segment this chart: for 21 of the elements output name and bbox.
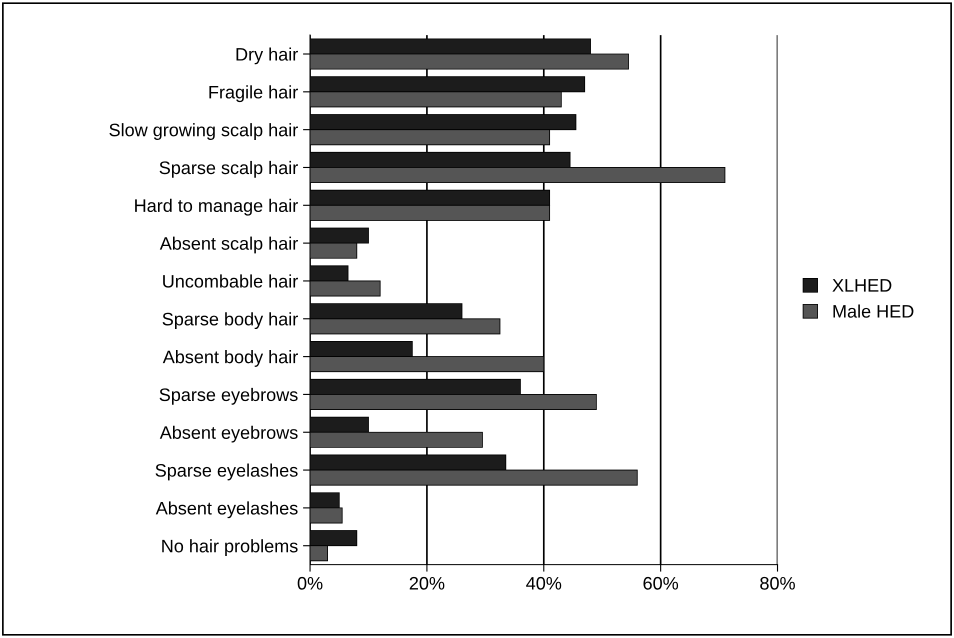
y-tick-label: No hair problems bbox=[162, 539, 298, 556]
x-tick-label: 80% bbox=[760, 576, 795, 590]
y-tick-label: Sparse eyelashes bbox=[156, 464, 298, 480]
y-tick-label: Sparse eyebrows bbox=[160, 388, 298, 405]
x-tick-label: 60% bbox=[643, 576, 678, 590]
y-tick-label: Absent eyelashes bbox=[156, 501, 298, 518]
y-tick-label: Fragile hair bbox=[209, 85, 298, 102]
y-tick-label: Absent eyebrows bbox=[160, 426, 298, 443]
y-tick-label: Sparse scalp hair bbox=[160, 160, 298, 178]
x-tick-label: 40% bbox=[526, 576, 562, 590]
x-tick-label: 0% bbox=[298, 576, 322, 590]
y-tick-label: Sparse body hair bbox=[162, 312, 298, 330]
y-tick-label: Hard to manage hair bbox=[135, 198, 298, 216]
y-tick-label: Absent scalp hair bbox=[160, 236, 298, 254]
y-tick-label: Absent body hair bbox=[162, 350, 298, 367]
y-tick-label: Uncombable hair bbox=[163, 274, 298, 288]
x-tick-label: 20% bbox=[410, 576, 444, 590]
y-tick-label: Slow growing scalp hair bbox=[109, 123, 298, 140]
legend-label: XLHED bbox=[832, 279, 892, 292]
y-tick-label: Dry hair bbox=[236, 47, 298, 64]
legend-label: Male HED bbox=[833, 304, 914, 318]
